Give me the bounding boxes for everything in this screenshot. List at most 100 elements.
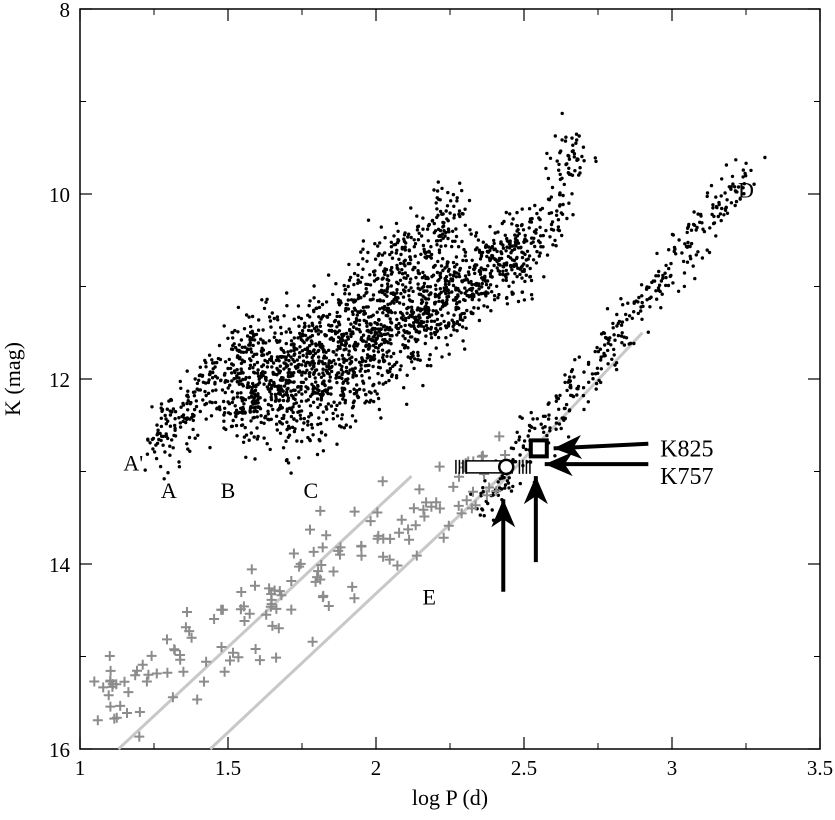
data-point <box>305 355 309 359</box>
data-point <box>361 381 366 385</box>
data-point <box>285 427 289 432</box>
data-point <box>201 398 205 402</box>
data-point <box>337 320 341 324</box>
data-point <box>438 307 443 311</box>
data-point <box>212 361 217 365</box>
data-point <box>325 388 330 392</box>
data-point <box>317 315 321 319</box>
data-point <box>381 355 385 360</box>
data-point <box>565 216 569 221</box>
data-point <box>529 410 533 415</box>
data-point <box>314 368 319 372</box>
data-point <box>346 381 350 385</box>
data-point <box>514 244 518 248</box>
data-point <box>441 268 445 273</box>
data-point <box>306 328 311 333</box>
data-point <box>548 426 552 430</box>
data-point <box>342 426 346 430</box>
data-point <box>533 244 537 249</box>
data-point <box>456 306 460 310</box>
data-point <box>280 378 284 382</box>
data-point <box>385 277 389 282</box>
data-point <box>265 365 270 369</box>
data-point <box>312 296 316 300</box>
data-point <box>422 325 426 329</box>
data-point <box>400 268 404 272</box>
data-point <box>749 168 753 173</box>
data-point <box>407 288 411 293</box>
data-point <box>326 402 331 406</box>
data-point <box>369 357 373 362</box>
data-point <box>440 305 445 309</box>
data-point <box>504 263 509 267</box>
data-point <box>645 285 649 289</box>
data-point <box>395 333 399 337</box>
data-point-plus <box>500 450 511 460</box>
data-point <box>467 280 471 285</box>
data-point <box>478 272 483 276</box>
data-point <box>233 370 237 375</box>
data-point <box>657 283 662 287</box>
data-point <box>624 336 629 340</box>
data-point <box>667 248 671 252</box>
data-point <box>238 355 242 360</box>
data-point-plus <box>404 534 415 545</box>
data-point <box>422 284 426 289</box>
data-point <box>437 248 442 252</box>
data-point <box>468 228 472 232</box>
data-point <box>392 351 396 356</box>
data-point <box>554 399 558 403</box>
data-point <box>513 271 517 276</box>
data-point <box>515 224 520 228</box>
data-point <box>477 298 481 302</box>
data-point <box>286 386 290 391</box>
data-point <box>197 378 201 382</box>
data-point <box>273 331 277 335</box>
data-point <box>380 290 385 295</box>
data-point <box>463 254 467 258</box>
x-tick-label: 1.5 <box>215 756 241 780</box>
data-point <box>434 287 438 291</box>
data-point <box>282 367 286 371</box>
data-point <box>619 334 624 338</box>
data-point <box>446 219 450 223</box>
data-point <box>178 425 183 429</box>
data-point <box>558 177 563 182</box>
data-point <box>488 283 493 287</box>
data-point <box>549 222 554 227</box>
data-point <box>671 281 675 285</box>
data-point <box>469 311 474 316</box>
data-point <box>291 388 296 392</box>
data-point <box>389 272 394 276</box>
data-point-plus <box>233 652 244 663</box>
data-point <box>348 389 352 394</box>
data-point <box>362 388 366 392</box>
data-point <box>741 175 745 179</box>
data-point <box>323 334 328 338</box>
data-point <box>406 355 410 359</box>
data-point-plus <box>216 604 227 615</box>
data-point <box>233 411 237 415</box>
data-point <box>470 292 475 296</box>
data-point <box>659 306 663 310</box>
data-point <box>412 366 416 371</box>
data-point <box>427 357 431 361</box>
data-point <box>173 417 177 421</box>
data-point <box>244 375 248 380</box>
data-point <box>317 372 321 376</box>
data-point <box>543 414 547 418</box>
data-point <box>486 250 490 254</box>
data-point <box>145 452 150 456</box>
data-point <box>504 268 508 273</box>
data-point <box>336 340 340 344</box>
data-point <box>389 240 393 244</box>
data-point <box>379 225 383 229</box>
data-point <box>310 392 314 396</box>
data-point <box>457 272 461 276</box>
data-point <box>248 343 252 347</box>
data-point <box>289 339 294 343</box>
data-point <box>191 390 196 394</box>
data-point <box>315 325 319 329</box>
data-point <box>275 428 279 432</box>
data-point-plus <box>477 450 488 461</box>
